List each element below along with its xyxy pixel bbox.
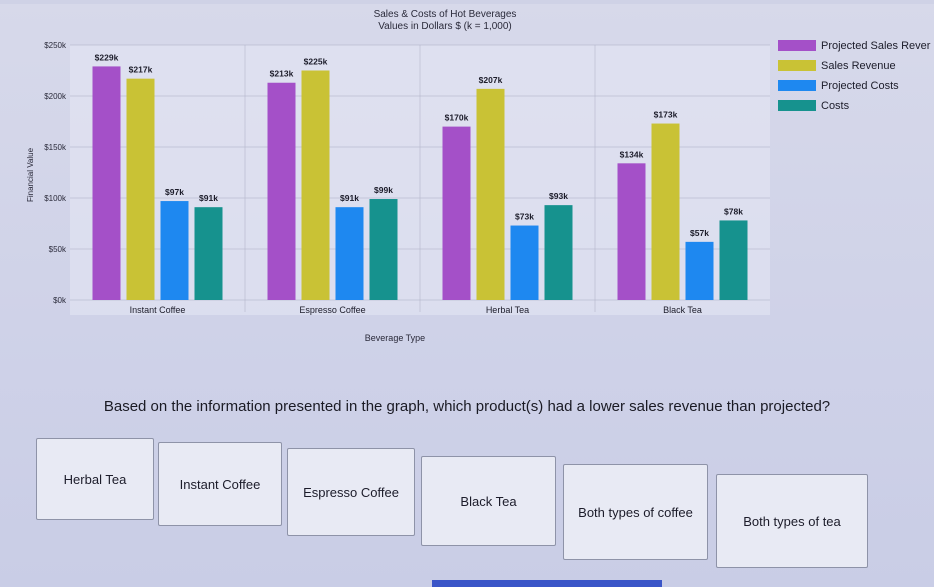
x-tick-label: Instant Coffee xyxy=(130,305,186,315)
legend-label: Sales Revenue xyxy=(821,60,896,72)
y-tick-label: $150k xyxy=(44,143,67,152)
bar xyxy=(618,163,646,300)
data-label: $91k xyxy=(340,193,359,203)
x-tick-label: Herbal Tea xyxy=(486,305,529,315)
legend-label: Costs xyxy=(821,100,850,112)
bar xyxy=(686,242,714,300)
x-axis-label: Beverage Type xyxy=(365,333,425,343)
data-label: $225k xyxy=(304,57,328,67)
bar xyxy=(336,207,364,300)
bar xyxy=(161,201,189,300)
answer-options: Herbal Tea Instant Coffee Espresso Coffe… xyxy=(36,438,876,568)
y-tick-label: $0k xyxy=(53,296,67,305)
y-tick-label: $250k xyxy=(44,41,67,50)
legend-swatch xyxy=(778,80,816,91)
chart-title: Sales & Costs of Hot Beverages xyxy=(374,9,517,20)
bar xyxy=(720,220,748,300)
answer-instant-coffee[interactable]: Instant Coffee xyxy=(158,442,282,526)
data-label: $99k xyxy=(374,185,393,195)
bottom-progress-bar xyxy=(432,580,662,587)
data-label: $73k xyxy=(515,212,534,222)
legend-swatch xyxy=(778,100,816,111)
bar xyxy=(545,205,573,300)
question-text: Based on the information presented in th… xyxy=(0,398,934,415)
data-label: $97k xyxy=(165,187,184,197)
answer-espresso-coffee[interactable]: Espresso Coffee xyxy=(287,448,415,536)
bar xyxy=(268,83,296,300)
bar-chart: $0k $50k $100k $150k $200k $250k $229k $217k $97… xyxy=(0,0,934,360)
data-label: $170k xyxy=(445,113,469,123)
bar xyxy=(511,226,539,300)
legend: Projected Sales Rever Sales Revenue Projec… xyxy=(778,40,931,112)
bar xyxy=(477,89,505,300)
data-label: $134k xyxy=(620,149,644,159)
bar xyxy=(302,71,330,301)
legend-swatch xyxy=(778,40,816,51)
bar xyxy=(443,127,471,300)
data-label: $217k xyxy=(129,65,153,75)
y-tick-label: $200k xyxy=(44,92,67,101)
answer-both-coffee[interactable]: Both types of coffee xyxy=(563,464,708,560)
answer-herbal-tea[interactable]: Herbal Tea xyxy=(36,438,154,520)
data-label: $207k xyxy=(479,75,503,85)
legend-label: Projected Costs xyxy=(821,80,899,92)
data-label: $93k xyxy=(549,191,568,201)
data-label: $213k xyxy=(270,69,294,79)
bar xyxy=(370,199,398,300)
chart-subtitle: Values in Dollars $ (k = 1,000) xyxy=(378,21,512,32)
bar xyxy=(127,79,155,300)
x-tick-label: Espresso Coffee xyxy=(299,305,365,315)
y-tick-label: $50k xyxy=(49,245,67,254)
data-label: $173k xyxy=(654,110,678,120)
data-label: $78k xyxy=(724,206,743,216)
bar xyxy=(652,124,680,300)
data-label: $57k xyxy=(690,228,709,238)
legend-swatch xyxy=(778,60,816,71)
answer-black-tea[interactable]: Black Tea xyxy=(421,456,556,546)
y-axis-label: Financial Value xyxy=(26,147,35,202)
data-label: $91k xyxy=(199,193,218,203)
y-tick-label: $100k xyxy=(44,194,67,203)
data-label: $229k xyxy=(95,52,119,62)
legend-label: Projected Sales Rever xyxy=(821,40,931,52)
bar xyxy=(93,66,121,300)
answer-both-tea[interactable]: Both types of tea xyxy=(716,474,868,568)
x-tick-label: Black Tea xyxy=(663,305,702,315)
bar xyxy=(195,207,223,300)
